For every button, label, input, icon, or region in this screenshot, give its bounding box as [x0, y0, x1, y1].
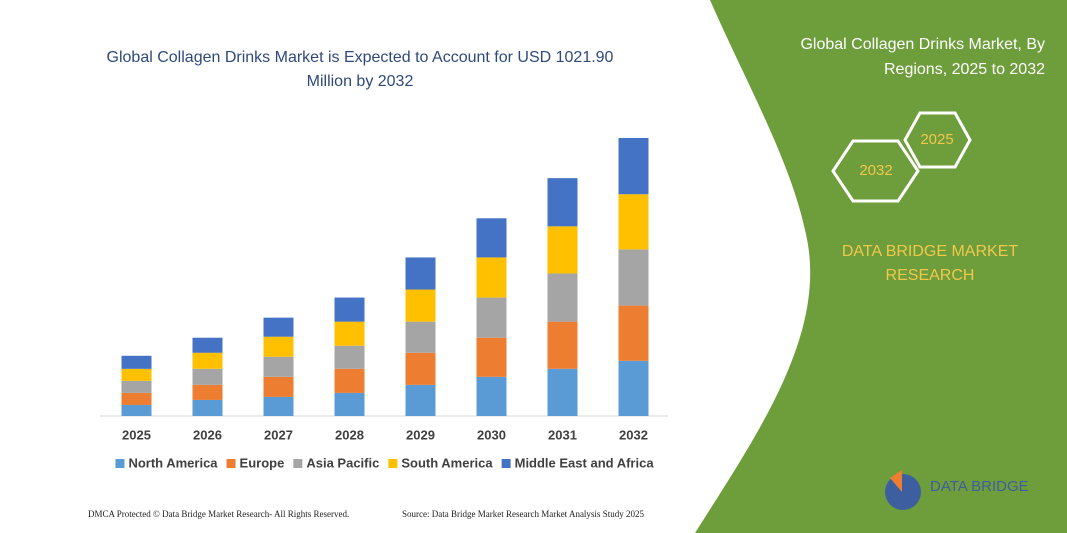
bar-segment: [618, 194, 649, 250]
logo-icon: [885, 474, 921, 510]
x-tick-label: 2030: [477, 427, 506, 442]
bar-segment: [334, 321, 365, 346]
logo-icon: [890, 470, 902, 492]
bar-segment: [476, 337, 507, 377]
bar-segment: [618, 138, 649, 195]
bar-segment: [263, 336, 294, 357]
bar-segment: [192, 352, 223, 369]
bar-segment: [263, 317, 294, 337]
bar-segment: [476, 257, 507, 298]
footer-right: Source: Data Bridge Market Research Mark…: [402, 509, 644, 519]
x-tick-label: 2029: [406, 427, 435, 442]
bar-segment: [547, 273, 578, 322]
side-panel: [695, 0, 1067, 533]
x-tick-label: 2025: [122, 427, 151, 442]
x-tick-label: 2027: [264, 427, 293, 442]
bar-segment: [192, 399, 223, 416]
logo-text: DATA BRIDGE: [930, 478, 1029, 495]
panel-title: Regions, 2025 to 2032: [884, 61, 1045, 78]
bar-segment: [618, 249, 649, 306]
bar-segment: [618, 305, 649, 361]
bar-segment: [121, 380, 152, 393]
bar-segment: [192, 384, 223, 400]
bar-segment: [334, 392, 365, 416]
bar-segment: [547, 321, 578, 369]
legend-label: North America: [128, 455, 218, 470]
hexagon: [831, 139, 920, 203]
x-tick-label: 2028: [335, 427, 364, 442]
bar-segment: [263, 356, 294, 377]
legend-swatch: [388, 459, 398, 468]
bar-segment: [547, 226, 578, 274]
brand-text: RESEARCH: [886, 267, 975, 284]
legend-label: South America: [401, 455, 493, 470]
bar-segment: [334, 345, 365, 369]
badge-label: 2025: [920, 131, 953, 148]
panel-title: Global Collagen Drinks Market, By: [800, 36, 1045, 53]
bar-segment: [192, 337, 223, 353]
chart-title-line: Million by 2032: [307, 73, 414, 90]
bar-segment: [334, 297, 365, 322]
bar-segment: [547, 368, 578, 416]
hexagon: [903, 111, 972, 169]
brand-text: DATA BRIDGE MARKET: [842, 243, 1019, 260]
bar-segment: [476, 297, 507, 338]
legend-label: Europe: [240, 455, 285, 470]
bar-segment: [405, 257, 436, 290]
bar-segment: [405, 352, 436, 385]
bar-segment: [334, 368, 365, 393]
bar-segment: [476, 376, 507, 416]
bar-segment: [405, 321, 436, 353]
chart-title-line: Global Collagen Drinks Market is Expecte…: [107, 49, 614, 66]
legend-label: Asia Pacific: [306, 455, 379, 470]
legend-swatch: [115, 459, 125, 468]
bar-segment: [121, 355, 152, 369]
bar-segment: [618, 360, 649, 416]
bar-segment: [263, 376, 294, 397]
legend-swatch: [226, 459, 236, 468]
footer-left: DMCA Protected © Data Bridge Market Rese…: [88, 509, 349, 519]
bar-segment: [405, 289, 436, 322]
badge-label: 2032: [859, 162, 892, 179]
bar-segment: [263, 396, 294, 416]
bar-segment: [192, 368, 223, 385]
bar-segment: [547, 178, 578, 227]
bar-segment: [121, 392, 152, 405]
x-tick-label: 2031: [548, 427, 577, 442]
legend-label: Middle East and Africa: [515, 455, 655, 470]
x-tick-label: 2026: [193, 427, 222, 442]
legend-swatch: [293, 459, 303, 468]
bar-segment: [476, 218, 507, 258]
bar-segment: [405, 384, 436, 416]
legend-swatch: [501, 459, 511, 468]
bar-segment: [121, 404, 152, 416]
bar-segment: [121, 368, 152, 381]
x-tick-label: 2032: [619, 427, 648, 442]
